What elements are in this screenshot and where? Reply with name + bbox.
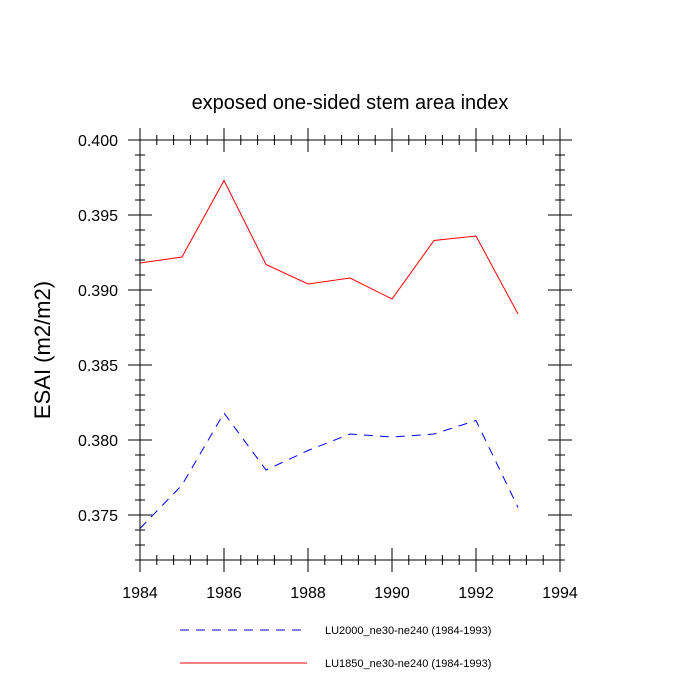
x-tick-label: 1994 bbox=[542, 585, 578, 602]
major-ticks bbox=[128, 128, 572, 572]
y-tick-labels: 0.375 0.380 0.385 0.390 0.395 0.400 bbox=[78, 133, 118, 525]
x-tick-label: 1992 bbox=[458, 585, 494, 602]
legend: LU2000_ne30-ne240 (1984-1993) LU1850_ne30… bbox=[180, 625, 491, 670]
plot-frame bbox=[139, 139, 561, 561]
y-tick-label: 0.395 bbox=[78, 208, 118, 225]
y-tick-label: 0.385 bbox=[78, 358, 118, 375]
series-lines bbox=[139, 179, 519, 529]
y-tick-label: 0.400 bbox=[78, 133, 118, 150]
x-tick-label: 1986 bbox=[206, 585, 242, 602]
y-tick-label: 0.375 bbox=[78, 508, 118, 525]
minor-ticks bbox=[135, 135, 565, 565]
x-tick-labels: 1984 1986 1988 1990 1992 1994 bbox=[122, 585, 578, 602]
x-tick-label: 1984 bbox=[122, 585, 158, 602]
y-tick-label: 0.390 bbox=[78, 283, 118, 300]
x-tick-label: 1988 bbox=[290, 585, 326, 602]
chart-title: exposed one-sided stem area index bbox=[192, 92, 509, 114]
y-tick-label: 0.380 bbox=[78, 433, 118, 450]
series-line-2 bbox=[139, 179, 519, 315]
legend-label-2: LU1850_ne30-ne240 (1984-1993) bbox=[325, 658, 491, 670]
series-line-1 bbox=[139, 412, 519, 529]
legend-label-1: LU2000_ne30-ne240 (1984-1993) bbox=[325, 625, 491, 637]
y-axis-label: ESAI (m2/m2) bbox=[30, 281, 55, 419]
x-tick-label: 1990 bbox=[374, 585, 410, 602]
